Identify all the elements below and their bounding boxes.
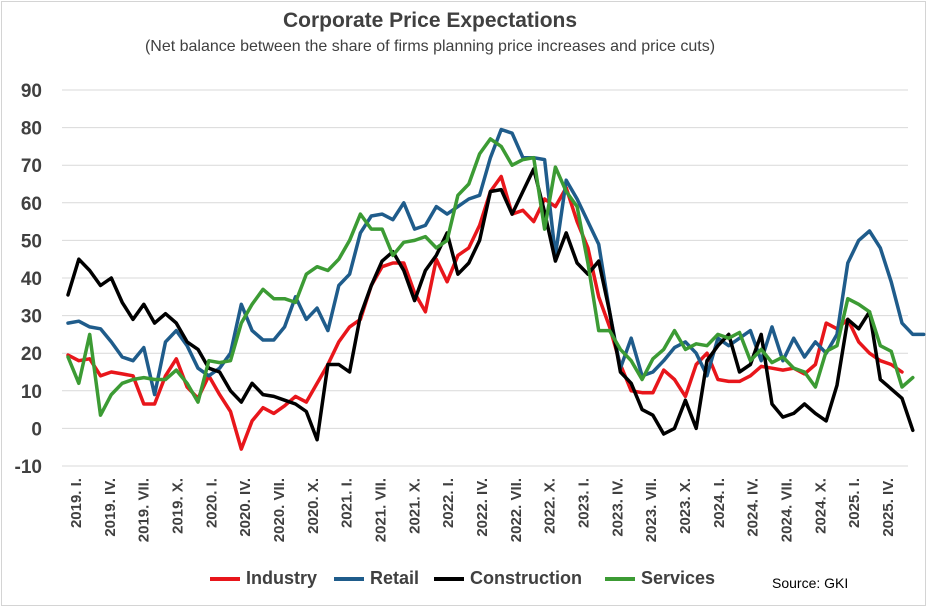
legend-label-construction: Construction xyxy=(470,568,582,588)
legend-label-retail: Retail xyxy=(370,568,420,588)
legend-item-services: Services xyxy=(605,568,715,589)
legend-item-construction: Construction xyxy=(434,568,582,589)
x-tick-label: 2023. X. xyxy=(677,478,694,534)
legend-swatch-retail xyxy=(334,576,364,581)
series-line-retail xyxy=(66,127,926,397)
x-tick-label: 2024. I. xyxy=(711,478,728,528)
x-tick-label: 2024. VII. xyxy=(779,478,796,542)
x-tick-label: 2024. X. xyxy=(812,478,829,534)
y-tick-label: 10 xyxy=(21,382,42,403)
x-tick-label: 2020. I. xyxy=(203,478,220,528)
source-note: Source: GKI xyxy=(772,575,849,591)
x-tick-label: 2025. IV. xyxy=(880,478,897,537)
x-tick-label: 2021. VII. xyxy=(372,478,389,542)
y-tick-label: 40 xyxy=(21,269,42,290)
series-line-construction xyxy=(66,167,915,442)
x-tick-label: 2019. X. xyxy=(169,478,186,534)
legend-label-services: Services xyxy=(641,568,716,588)
legend-item-industry: Industry xyxy=(210,568,317,589)
y-tick-label: 30 xyxy=(21,307,42,328)
x-tick-label: 2020. VII. xyxy=(271,478,288,542)
y-tick-label: -10 xyxy=(15,457,42,478)
y-tick-label: 70 xyxy=(21,156,42,177)
x-tick-label: 2023. IV. xyxy=(609,478,626,537)
y-tick-label: 20 xyxy=(21,344,42,365)
y-tick-label: 50 xyxy=(21,231,42,252)
x-tick-label: 2022. I. xyxy=(440,478,457,528)
x-tick-label: 2022. IV. xyxy=(474,478,491,537)
y-tick-label: 80 xyxy=(21,119,42,140)
x-tick-label: 2020. IV. xyxy=(237,478,254,537)
x-tick-label: 2023. I. xyxy=(576,478,593,528)
y-tick-label: 60 xyxy=(21,194,42,215)
legend-label-industry: Industry xyxy=(246,568,318,588)
x-tick-label: 2019. IV. xyxy=(102,478,119,537)
y-tick-label: 90 xyxy=(21,81,42,102)
chart-title: Corporate Price Expectations xyxy=(282,9,578,32)
x-tick-label: 2024. IV. xyxy=(745,478,762,537)
x-tick-label: 2022. X. xyxy=(542,478,559,534)
series-line-services xyxy=(66,137,915,417)
chart-subtitle: (Net balance between the share of firms … xyxy=(144,38,716,55)
x-tick-label: 2020. X. xyxy=(305,478,322,534)
legend-swatch-industry xyxy=(210,576,240,581)
y-tick-label: 0 xyxy=(31,419,42,440)
x-tick-label: 2022. VII. xyxy=(508,478,525,542)
x-tick-label: 2025. I. xyxy=(846,478,863,528)
x-tick-label: 2023. VII. xyxy=(643,478,660,542)
x-tick-label: 2019. VII. xyxy=(136,478,153,542)
x-tick-label: 2019. I. xyxy=(68,478,85,528)
legend-item-retail: Retail xyxy=(334,568,419,589)
legend-swatch-construction xyxy=(434,576,464,581)
x-tick-label: 2021. X. xyxy=(406,478,423,534)
legend-swatch-services xyxy=(605,576,635,581)
x-tick-label: 2021. I. xyxy=(339,478,356,528)
